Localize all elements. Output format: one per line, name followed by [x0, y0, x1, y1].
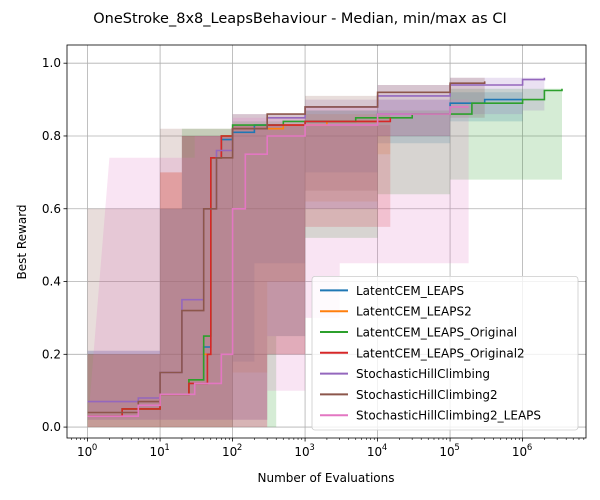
- y-tick-label: 0.6: [42, 202, 61, 216]
- confidence-band: [87, 77, 485, 420]
- y-tick-label: 0.8: [42, 129, 61, 143]
- plot-frame: [66, 44, 587, 439]
- x-tick-label: 10: [77, 445, 92, 459]
- legend-box: [311, 275, 579, 431]
- legend-label: LatentCEM_LEAPS_Original2: [356, 346, 525, 360]
- x-tick-label: 10: [367, 445, 382, 459]
- legend-label: StochasticHillClimbing2: [356, 388, 498, 402]
- series-lines: [87, 77, 563, 418]
- x-tick-label: 10: [222, 445, 237, 459]
- legend-label: StochasticHillClimbing: [356, 367, 490, 381]
- confidence-band: [87, 95, 469, 428]
- x-tick-exponent: 6: [527, 443, 532, 453]
- legend: LatentCEM_LEAPS LatentCEM_LEAPS2 LatentCEM…: [311, 275, 579, 431]
- series-line: [87, 81, 486, 414]
- legend-label: LatentCEM_LEAPS2: [356, 305, 472, 319]
- y-tick-label: 0.2: [42, 347, 61, 361]
- y-axis-label: Best Reward: [15, 204, 29, 279]
- confidence-bands: [87, 74, 562, 428]
- x-tick-exponent: 1: [164, 443, 169, 453]
- legend-label: LatentCEM_LEAPS_Original: [356, 326, 517, 340]
- series-line: [87, 106, 469, 418]
- x-tick-label: 10: [439, 445, 454, 459]
- chart-title: OneStroke_8x8_LeapsBehaviour - Median, m…: [93, 11, 507, 27]
- y-tick-label: 1.0: [42, 56, 61, 70]
- x-tick-label: 10: [512, 445, 527, 459]
- x-tick-exponent: 3: [309, 443, 314, 453]
- y-tick-label: 0.0: [42, 420, 61, 434]
- confidence-band: [87, 77, 562, 428]
- x-axis-label: Number of Evaluations: [258, 471, 395, 485]
- x-tick-exponent: 4: [382, 443, 387, 453]
- x-tick-label: 10: [149, 445, 164, 459]
- y-tick-label: 0.4: [42, 275, 61, 289]
- confidence-band: [87, 92, 523, 428]
- x-tick-label: 10: [294, 445, 309, 459]
- confidence-band: [87, 110, 391, 428]
- x-axis-ticks: 10 0 10 1 10 2 10 3 10 4 10 5 10 6: [71, 438, 585, 459]
- x-tick-exponent: 0: [92, 443, 97, 453]
- x-tick-exponent: 2: [237, 443, 242, 453]
- legend-label: LatentCEM_LEAPS: [356, 284, 464, 298]
- y-axis-ticks: 0.0 0.2 0.4 0.6 0.8 1.0: [42, 56, 67, 434]
- confidence-band: [87, 106, 391, 428]
- confidence-band: [87, 74, 545, 420]
- legend-label: StochasticHillClimbing2_LEAPS: [356, 409, 541, 423]
- x-tick-exponent: 5: [454, 443, 459, 453]
